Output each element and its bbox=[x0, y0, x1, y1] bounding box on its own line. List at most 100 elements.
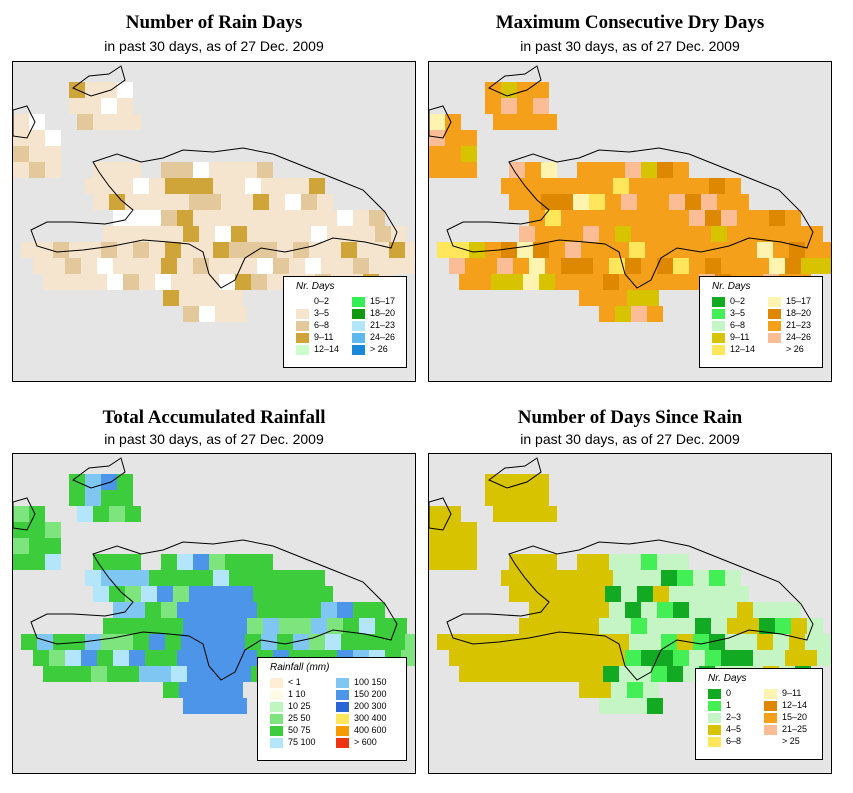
map-cell bbox=[21, 634, 37, 650]
map-cell bbox=[353, 258, 369, 274]
map-cell bbox=[401, 258, 415, 274]
map-cell bbox=[257, 602, 273, 618]
map-cell bbox=[481, 258, 497, 274]
legend-swatch bbox=[336, 714, 349, 724]
map-cell bbox=[245, 634, 261, 650]
map-cell bbox=[571, 274, 587, 290]
map-cell bbox=[643, 290, 659, 306]
map-cell bbox=[113, 258, 129, 274]
map-cell bbox=[757, 242, 773, 258]
map-cell bbox=[293, 570, 309, 586]
map-cell bbox=[539, 274, 555, 290]
map-cell bbox=[641, 210, 657, 226]
map-cell bbox=[461, 130, 477, 146]
map-cell bbox=[225, 162, 241, 178]
map-cell bbox=[211, 290, 227, 306]
map-cell bbox=[549, 634, 565, 650]
map-cell bbox=[241, 210, 257, 226]
map-cell bbox=[565, 178, 581, 194]
legend-swatch bbox=[296, 345, 309, 355]
map-cell bbox=[485, 98, 501, 114]
map-cell bbox=[357, 634, 373, 650]
map-cell bbox=[429, 162, 445, 178]
map-cell bbox=[45, 130, 61, 146]
map-cell bbox=[493, 506, 509, 522]
map-cell bbox=[13, 114, 29, 130]
map-cell bbox=[769, 210, 785, 226]
map-cell bbox=[491, 274, 507, 290]
map-cell bbox=[203, 274, 219, 290]
map-cell bbox=[167, 618, 183, 634]
map-cell bbox=[475, 274, 491, 290]
map-cell bbox=[673, 210, 689, 226]
panel-title: Total Accumulated Rainfall bbox=[102, 407, 326, 428]
map-cell bbox=[525, 586, 541, 602]
map-cell bbox=[599, 698, 615, 714]
map-cell bbox=[589, 586, 605, 602]
map-cell bbox=[625, 602, 641, 618]
map-cell bbox=[133, 570, 149, 586]
legend-label: 18–20 bbox=[786, 308, 812, 318]
map-cell bbox=[577, 554, 593, 570]
map-cell bbox=[525, 194, 541, 210]
legend-label: 12–14 bbox=[730, 344, 756, 354]
map-cell bbox=[101, 634, 117, 650]
map-cell bbox=[529, 258, 545, 274]
map-cell bbox=[219, 666, 235, 682]
map-cell bbox=[353, 210, 369, 226]
map-cell bbox=[641, 602, 657, 618]
map-cell bbox=[561, 210, 577, 226]
legend-swatch bbox=[712, 333, 725, 343]
map-cell bbox=[341, 634, 357, 650]
map-cell bbox=[573, 194, 589, 210]
map-cell bbox=[93, 554, 109, 570]
map-cell bbox=[535, 226, 551, 242]
map-cell bbox=[75, 274, 91, 290]
map-cell bbox=[507, 274, 523, 290]
map-cell bbox=[197, 634, 213, 650]
map-cell bbox=[629, 570, 645, 586]
map-cell bbox=[701, 586, 717, 602]
map-cell bbox=[533, 178, 549, 194]
map-cell bbox=[641, 258, 657, 274]
map-cell bbox=[533, 242, 549, 258]
map-cell bbox=[209, 162, 225, 178]
map-cell bbox=[631, 618, 647, 634]
map-cell bbox=[657, 162, 673, 178]
map-cell bbox=[405, 242, 415, 258]
map-cell bbox=[45, 522, 61, 538]
map-cell bbox=[645, 178, 661, 194]
map-cell bbox=[733, 586, 749, 602]
map-cell bbox=[653, 194, 669, 210]
map-cell bbox=[107, 274, 123, 290]
map-cell bbox=[695, 618, 711, 634]
map-cell bbox=[49, 650, 65, 666]
coastline bbox=[30, 147, 398, 289]
map-cell bbox=[257, 258, 273, 274]
map-cell bbox=[109, 114, 125, 130]
map-cell bbox=[613, 178, 629, 194]
legend-label: 10 25 bbox=[288, 701, 311, 711]
map-cell bbox=[241, 602, 257, 618]
map-cell bbox=[523, 666, 539, 682]
map-cell bbox=[197, 242, 213, 258]
legend-title: Rainfall (mm) bbox=[270, 662, 330, 673]
map-cell bbox=[213, 242, 229, 258]
legend-swatch bbox=[764, 713, 777, 723]
map-cell bbox=[491, 666, 507, 682]
map-cell bbox=[13, 146, 29, 162]
map-cell bbox=[81, 650, 97, 666]
map-cell bbox=[229, 242, 245, 258]
map-cell bbox=[637, 586, 653, 602]
map-cell bbox=[459, 666, 475, 682]
map-cell bbox=[289, 602, 305, 618]
map-cell bbox=[139, 274, 155, 290]
legend-title: Nr. Days bbox=[708, 673, 747, 684]
map-cell bbox=[337, 602, 353, 618]
map-cell bbox=[609, 162, 625, 178]
map-cell bbox=[263, 618, 279, 634]
legend-label: 6–8 bbox=[726, 736, 742, 746]
map-cell bbox=[501, 634, 517, 650]
map-cell bbox=[709, 178, 725, 194]
map-cell bbox=[29, 162, 45, 178]
